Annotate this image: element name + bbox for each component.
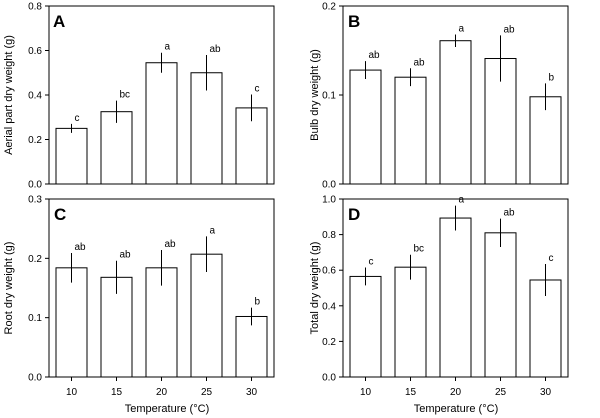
panel-a-y-tick-label: 0.6 bbox=[28, 46, 42, 57]
panel-d-y-tick-label: 0.8 bbox=[322, 230, 336, 241]
panel-a-significance-label: ab bbox=[210, 44, 222, 55]
panel-d-x-ticks: 10 15 20 25 30 bbox=[360, 377, 552, 398]
panel-b-bars: ab ab a ab b bbox=[349, 23, 562, 185]
panel-c-x-tick-label: 20 bbox=[156, 387, 168, 398]
panel-d-significance-label: bc bbox=[414, 244, 425, 255]
panel-b-y-ticks: 0.0 0.1 0.2 bbox=[322, 2, 343, 191]
panel-b-bar bbox=[349, 69, 382, 185]
panel-d-significance-label: c bbox=[549, 253, 554, 264]
panel-a-bar bbox=[55, 127, 88, 185]
panel-a-ylabel: Aerial part dry weight (g) bbox=[3, 35, 15, 155]
panel-b-y-tick-label: 0.0 bbox=[322, 180, 336, 191]
panel-d-bar bbox=[529, 279, 562, 378]
panel-b-letter: B bbox=[348, 12, 360, 31]
panel-a-y-ticks: 0.0 0.2 0.4 0.6 0.8 bbox=[28, 2, 49, 191]
panel-d-y-tick-label: 0.2 bbox=[322, 337, 336, 348]
panel-d-significance-label: c bbox=[369, 257, 374, 268]
panel-c-xlabel: Temperature (°C) bbox=[125, 403, 209, 415]
panel-c-letter: C bbox=[54, 205, 66, 224]
panel-c-significance-label: ab bbox=[120, 250, 132, 261]
panel-b-bar bbox=[439, 40, 472, 185]
panel-d-bar bbox=[349, 275, 382, 378]
panel-d-bars: c bc a ab c bbox=[349, 195, 562, 378]
panel-a-y-tick-label: 0.0 bbox=[28, 180, 42, 191]
panel-c-significance-label: ab bbox=[75, 242, 87, 253]
panel-b-significance-label: a bbox=[459, 23, 465, 34]
panel-c-y-tick-label: 0.0 bbox=[28, 373, 42, 384]
panel-c-ylabel: Root dry weight (g) bbox=[3, 242, 15, 335]
panel-c-bar bbox=[55, 267, 88, 378]
panel-c-x-tick-label: 25 bbox=[201, 387, 213, 398]
panel-d-xlabel: Temperature (°C) bbox=[414, 403, 498, 415]
panel-d-significance-label: ab bbox=[504, 208, 516, 219]
panel-d-bar bbox=[394, 266, 427, 378]
panel-c-x-tick-label: 15 bbox=[111, 387, 123, 398]
panel-d-x-tick-label: 15 bbox=[405, 387, 417, 398]
panel-b-bar bbox=[394, 76, 427, 185]
panel-c-y-tick-label: 0.1 bbox=[28, 313, 42, 324]
panel-c-x-tick-label: 30 bbox=[246, 387, 258, 398]
panel-a-letter: A bbox=[53, 12, 65, 31]
panel-d-x-tick-label: 25 bbox=[495, 387, 507, 398]
panel-c-significance-label: ab bbox=[165, 239, 177, 250]
panel-c-y-tick-label: 0.3 bbox=[28, 195, 42, 206]
panel-c-y-ticks: 0.0 0.1 0.2 0.3 bbox=[28, 195, 49, 384]
panel-b-y-tick-label: 0.1 bbox=[322, 91, 336, 102]
panel-a-significance-label: c bbox=[75, 113, 80, 124]
panel-a-y-tick-label: 0.8 bbox=[28, 2, 42, 13]
panel-d-x-tick-label: 30 bbox=[540, 387, 552, 398]
panel-d-y-tick-label: 1.0 bbox=[322, 195, 336, 206]
panel-b-significance-label: ab bbox=[414, 57, 426, 68]
panel-a-y-tick-label: 0.2 bbox=[28, 135, 42, 146]
panel-a-significance-label: a bbox=[165, 42, 171, 53]
panel-d-x-tick-label: 10 bbox=[360, 387, 372, 398]
panel-d-significance-label: a bbox=[459, 195, 465, 206]
panel-b-significance-label: ab bbox=[504, 24, 516, 35]
panel-c: C Root dry weight (g) Temperature (°C) 0… bbox=[3, 195, 275, 415]
panel-d: D Total dry weight (g) Temperature (°C) … bbox=[309, 195, 569, 415]
panel-c-significance-label: b bbox=[255, 297, 261, 308]
panel-c-x-ticks: 10 15 20 25 30 bbox=[66, 377, 258, 398]
panel-c-bar bbox=[235, 315, 268, 378]
panel-b-significance-label: b bbox=[549, 72, 555, 83]
panel-b-ylabel: Bulb dry weight (g) bbox=[309, 49, 321, 141]
panel-c-x-tick-label: 10 bbox=[66, 387, 78, 398]
panel-d-ylabel: Total dry weight (g) bbox=[309, 242, 321, 335]
panel-d-x-tick-label: 20 bbox=[450, 387, 462, 398]
panel-b-significance-label: ab bbox=[369, 50, 381, 61]
panel-a: A Aerial part dry weight (g) 0.00.20.40.… bbox=[3, 2, 275, 191]
panel-a-significance-label: c bbox=[255, 84, 260, 95]
panel-a-bar bbox=[145, 62, 178, 185]
panel-a-significance-label: bc bbox=[120, 90, 131, 101]
panel-c-bar bbox=[190, 253, 223, 378]
panel-a-bars: c bc a ab c bbox=[55, 42, 268, 185]
panel-a-y-tick-label: 0.4 bbox=[28, 91, 42, 102]
panel-d-y-tick-label: 0.4 bbox=[322, 301, 336, 312]
panel-d-y-tick-label: 0.6 bbox=[322, 266, 336, 277]
panel-c-y-tick-label: 0.2 bbox=[28, 254, 42, 265]
panel-d-y-ticks: 0.0 0.2 0.4 0.6 0.8 1.0 bbox=[322, 195, 343, 384]
panel-c-bar bbox=[145, 267, 178, 378]
panel-d-y-tick-label: 0.0 bbox=[322, 373, 336, 384]
panel-b: B Bulb dry weight (g) 0.0 0.1 0.2 ab ab a ab b bbox=[309, 2, 569, 191]
panel-b-y-tick-label: 0.2 bbox=[322, 2, 336, 13]
panel-d-bar bbox=[484, 232, 517, 378]
panel-d-bar bbox=[439, 217, 472, 378]
panel-c-significance-label: a bbox=[210, 225, 216, 236]
panel-d-letter: D bbox=[348, 205, 360, 224]
